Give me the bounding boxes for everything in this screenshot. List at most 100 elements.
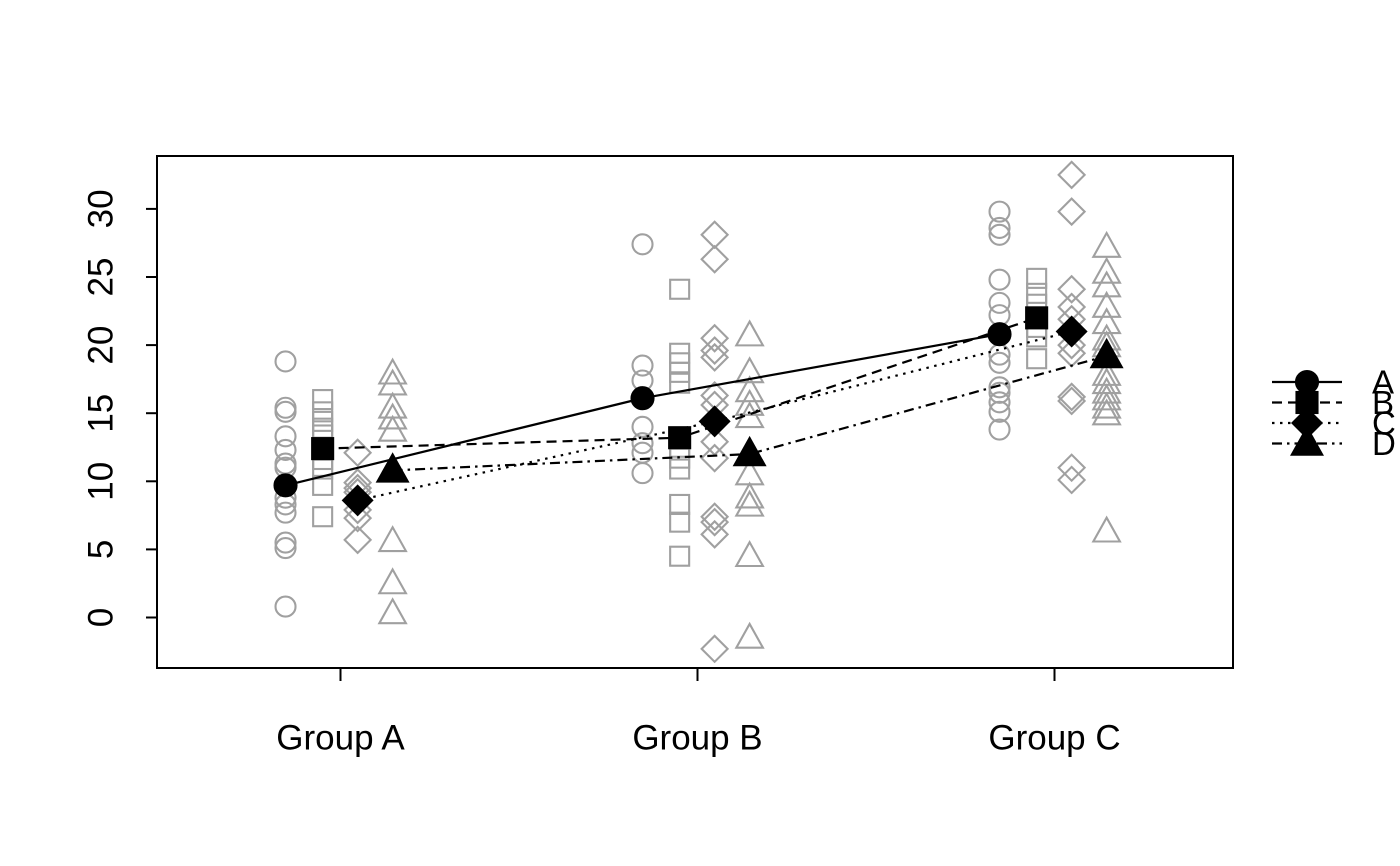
jitter-point-A	[274, 452, 297, 475]
jitter-point-C	[1057, 453, 1087, 483]
mean-point-D	[1089, 337, 1124, 369]
jitter-point-A	[988, 223, 1011, 246]
jitter-point-A	[274, 501, 297, 524]
jitter-point-A	[988, 304, 1011, 327]
legend-label-D: D	[1372, 425, 1396, 462]
jitter-point-D	[734, 388, 765, 416]
jitter-point-C	[700, 220, 730, 250]
jitter-point-D	[1091, 367, 1122, 395]
x-tick-label: Group B	[632, 719, 762, 758]
jitter-point-B	[1026, 348, 1048, 370]
jitter-point-C	[343, 438, 373, 468]
jitter-point-B	[312, 389, 334, 411]
jitter-point-C	[700, 443, 730, 473]
jitter-point-B	[1026, 267, 1048, 289]
jitter-point-D	[377, 414, 408, 442]
mean-point-B	[668, 426, 692, 450]
jitter-point-A	[988, 268, 1011, 291]
jitter-point-D	[1091, 270, 1122, 298]
mean-point-D	[732, 435, 767, 467]
jitter-point-C	[1057, 465, 1087, 495]
jitter-point-B	[669, 361, 691, 383]
jitter-point-C	[343, 503, 373, 533]
mean-point-B	[1025, 306, 1049, 330]
jitter-point-A	[988, 351, 1011, 374]
jitter-point-A	[988, 376, 1011, 399]
jitter-point-D	[734, 481, 765, 509]
jitter-point-A	[631, 415, 654, 438]
y-tick-label: 15	[82, 394, 121, 433]
jitter-point-D	[734, 319, 765, 347]
jitter-point-B	[669, 511, 691, 533]
jitter-point-D	[1091, 515, 1122, 543]
jitter-point-A	[988, 418, 1011, 441]
jitter-point-D	[377, 402, 408, 430]
jitter-point-D	[734, 401, 765, 429]
jitter-point-D	[1091, 256, 1122, 284]
jitter-point-D	[377, 525, 408, 553]
jitter-point-D	[734, 489, 765, 517]
jitter-point-B	[1026, 282, 1048, 304]
jitter-point-C	[1057, 197, 1087, 227]
mean-point-C	[1055, 315, 1088, 348]
jitter-point-C	[1057, 160, 1087, 190]
jitter-point-D	[1091, 391, 1122, 419]
jitter-point-B	[669, 545, 691, 567]
jitter-point-C	[700, 507, 730, 537]
mean-point-A	[630, 386, 655, 411]
jitter-point-B	[669, 493, 691, 516]
jitter-point-A	[988, 291, 1011, 314]
x-tick-label: Group C	[988, 719, 1120, 758]
jitter-point-D	[734, 540, 765, 568]
jitter-point-D	[377, 567, 408, 595]
jitter-point-D	[734, 621, 765, 649]
mean-point-C	[341, 484, 374, 517]
jitter-point-A	[274, 536, 297, 560]
jitter-point-C	[1057, 330, 1087, 360]
jitter-point-D	[1091, 290, 1122, 318]
mean-line-D	[392, 354, 1107, 472]
legend-label-A: A	[1372, 364, 1394, 401]
jitter-point-A	[274, 350, 297, 373]
mean-line-C	[357, 330, 1072, 502]
legend-label-B: B	[1372, 384, 1394, 421]
jitter-point-B	[669, 372, 691, 394]
jitter-point-A	[274, 400, 297, 423]
jitter-point-C	[700, 244, 730, 274]
y-tick-label: 30	[82, 189, 121, 228]
jitter-point-D	[1091, 307, 1122, 335]
jitter-point-B	[669, 458, 691, 480]
jitter-point-A	[988, 200, 1011, 223]
jitter-point-C	[1057, 382, 1087, 412]
jitter-point-A	[988, 391, 1011, 414]
jitter-point-A	[274, 425, 297, 448]
mean-point-A	[273, 473, 298, 498]
jitter-point-D	[1091, 230, 1122, 258]
jitter-point-B	[669, 278, 691, 300]
legend-symbol-A	[1294, 369, 1320, 395]
jitter-point-C	[700, 342, 730, 372]
y-tick-label: 20	[82, 326, 121, 365]
jitter-point-B	[312, 506, 334, 528]
jitter-point-C	[700, 634, 730, 664]
jitter-point-D	[377, 357, 408, 385]
jitter-point-D	[1091, 398, 1122, 426]
y-tick-label: 10	[82, 462, 121, 501]
jitter-point-A	[631, 354, 654, 377]
jitter-point-C	[1057, 386, 1087, 416]
legend-symbol-D	[1290, 425, 1324, 456]
legend-label-C: C	[1372, 405, 1396, 442]
jitter-point-A	[988, 400, 1011, 423]
mean-point-D	[375, 452, 410, 483]
mean-point-C	[698, 405, 731, 438]
plot-area-border	[156, 155, 1234, 669]
jitter-point-A	[631, 432, 654, 455]
mean-point-B	[311, 437, 335, 461]
mean-point-A	[987, 322, 1012, 347]
jitter-point-C	[700, 502, 730, 532]
jitter-point-A	[274, 531, 297, 554]
jitter-point-A	[274, 396, 297, 419]
jitter-point-A	[274, 438, 297, 462]
